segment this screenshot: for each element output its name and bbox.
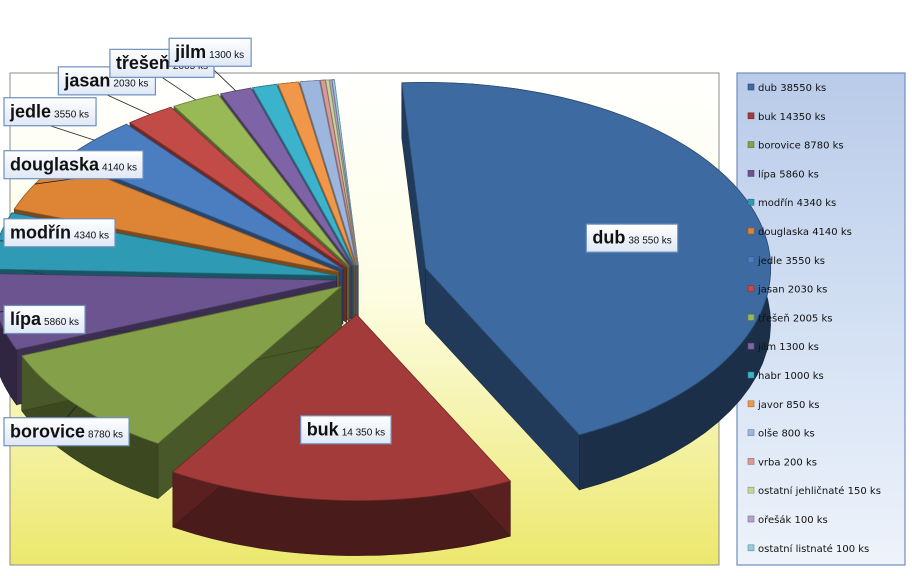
data-labels: dub 38 550 ks buk 14 350 ks borovice 8780 ks l… — [3, 37, 679, 447]
legend-swatch — [747, 544, 755, 552]
data-label-name: jilm 1300 ks — [174, 42, 244, 62]
legend-swatch — [747, 458, 755, 465]
legend-label: vrba 200 ks — [758, 457, 817, 468]
data-label-name: lípa 5860 ks — [10, 309, 79, 329]
data-label-box — [3, 304, 86, 335]
data-label-name: jasan 2030 ks — [63, 70, 148, 90]
legend-swatch — [747, 285, 755, 292]
legend-label: dub 38550 ks — [758, 83, 826, 94]
slice-top-olse — [299, 79, 358, 266]
legend-label: javor 850 ks — [757, 400, 820, 411]
legend-swatch — [747, 227, 755, 235]
data-label-name: modřín 4340 ks — [10, 222, 109, 242]
legend-swatch — [747, 515, 755, 523]
legend-item-jasan: jasan 2030 ks — [747, 285, 827, 296]
legend-swatch — [747, 112, 755, 120]
slice-buk — [172, 313, 512, 556]
legend-item-oresak: ořešák 100 ks — [747, 514, 828, 526]
legend-item-dub: dub 38550 ks — [747, 83, 826, 94]
slice-top-javor — [277, 81, 356, 266]
slice-top-buk — [172, 314, 512, 501]
data-label-dub: dub 38 550 ks — [585, 223, 679, 253]
legend-item-buk: buk 14350 ks — [747, 112, 826, 123]
slice-top-vrba — [319, 79, 358, 266]
data-label-box — [168, 37, 252, 67]
pie-slices — [0, 79, 772, 556]
legend-label: modřín 4340 ks — [758, 197, 836, 209]
legend-swatch — [747, 314, 755, 321]
slice-top-dub — [401, 81, 772, 436]
legend-swatch — [747, 371, 755, 379]
legend-label: třešeň 2005 ks — [758, 312, 832, 324]
slice-top-habr — [252, 83, 355, 266]
leader-tresen — [161, 77, 196, 101]
data-label-modrin: modřín 4340 ks — [3, 218, 116, 248]
data-label-box — [3, 150, 144, 180]
legend-swatch — [747, 342, 755, 350]
data-label-box — [3, 417, 130, 447]
legend-swatch — [747, 486, 755, 494]
legend-label: douglaska 4140 ks — [758, 227, 852, 238]
legend-item-tresen: třešeň 2005 ks — [747, 312, 832, 324]
legend-label: ostatní listnaté 100 ks — [758, 543, 869, 555]
legend-label: habr 1000 ks — [758, 371, 824, 382]
legend-label: jasan 2030 ks — [757, 285, 827, 296]
slice-top-jilm — [220, 87, 353, 267]
legend-swatch — [747, 141, 755, 148]
legend-item-ostatni-listnate: ostatní listnaté 100 ks — [747, 543, 869, 555]
legend-label: ořešák 100 ks — [758, 514, 828, 526]
data-label-buk: buk 14 350 ks — [300, 415, 392, 445]
legend-item-douglaska: douglaska 4140 ks — [747, 227, 852, 238]
data-label-box — [585, 223, 679, 253]
data-label-box — [3, 97, 97, 127]
data-label-borovice: borovice 8780 ks — [3, 417, 130, 447]
legend-item-borovice: borovice 8780 ks — [747, 141, 844, 152]
legend-label: ostatní jehličnaté 150 ks — [758, 485, 881, 497]
legend-item-jedle: jedle 3550 ks — [747, 256, 825, 267]
data-label-name: dub 38 550 ks — [592, 228, 671, 248]
data-label-jedle: jedle 3550 ks — [3, 97, 97, 127]
data-label-name: borovice 8780 ks — [10, 421, 123, 441]
slice-top-jasan — [129, 106, 347, 268]
legend: dub 38550 ks buk 14350 ks borovice 8780 ks… — [747, 83, 881, 555]
legend-label: jedle 3550 ks — [757, 256, 825, 267]
data-label-name: douglaska 4140 ks — [10, 154, 137, 174]
slice-top-tresen — [173, 94, 350, 267]
data-label-jilm: jilm 1300 ks — [168, 37, 252, 67]
legend-swatch — [747, 170, 755, 177]
legend-item-jilm: jilm 1300 ks — [747, 342, 819, 353]
data-label-box — [3, 218, 116, 248]
leader-douglaska — [34, 178, 74, 185]
legend-item-vrba: vrba 200 ks — [747, 457, 817, 468]
legend-item-olse: olše 800 ks — [747, 428, 815, 440]
legend-item-modrin: modřín 4340 ks — [747, 197, 836, 209]
legend-item-javor: javor 850 ks — [747, 400, 820, 411]
legend-swatch — [747, 400, 755, 408]
data-label-name: buk 14 350 ks — [307, 419, 385, 439]
leader-jedle — [49, 125, 95, 141]
legend-swatch — [747, 83, 755, 91]
legend-swatch — [747, 429, 755, 436]
data-label-lipa: lípa 5860 ks — [3, 304, 86, 335]
slice-top-borovice — [21, 285, 342, 445]
legend-swatch — [747, 198, 755, 206]
data-label-name: jedle 3550 ks — [9, 101, 89, 121]
slice-dub — [401, 81, 772, 491]
legend-label: jilm 1300 ks — [757, 342, 819, 353]
data-label-douglaska: douglaska 4140 ks — [3, 150, 144, 180]
legend-label: buk 14350 ks — [758, 112, 826, 123]
legend-item-ostatni-jehlicnate: ostatní jehličnaté 150 ks — [747, 485, 881, 497]
legend-label: borovice 8780 ks — [758, 141, 844, 152]
legend-item-lipa: lípa 5860 ks — [747, 168, 819, 180]
leader-borovice — [66, 405, 78, 418]
legend-item-habr: habr 1000 ks — [747, 371, 824, 382]
leader-jasan — [106, 94, 151, 115]
legend-swatch — [747, 256, 755, 264]
data-label-box — [300, 415, 392, 445]
legend-label: olše 800 ks — [758, 428, 815, 440]
legend-label: lípa 5860 ks — [758, 168, 819, 180]
